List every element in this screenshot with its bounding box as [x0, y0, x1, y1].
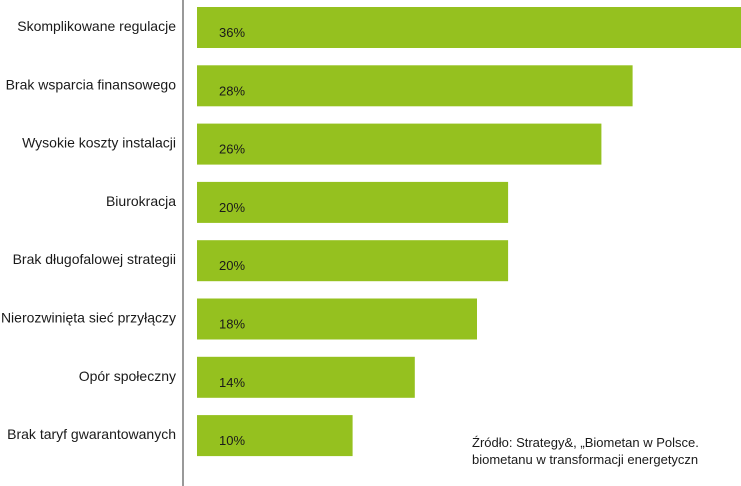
bar-7 [197, 415, 353, 457]
bar-value-label-0: 36% [219, 25, 245, 40]
bar-6 [197, 356, 415, 398]
bar-value-label-6: 14% [219, 375, 245, 390]
bar-value-label-2: 26% [219, 142, 245, 157]
bar-0 [197, 7, 741, 48]
bar-value-label-3: 20% [219, 200, 245, 215]
source-line-2: biometanu w transformacji energetyczn [472, 452, 699, 467]
bar-2 [197, 123, 602, 165]
source-note: Źródło: Strategy&, „Biometan w Polsce. b… [472, 434, 699, 468]
category-label-2: Wysokie koszty instalacji [22, 135, 176, 151]
bar-1 [197, 65, 633, 107]
bar-3 [197, 181, 509, 223]
category-label-6: Opór społeczny [79, 368, 176, 384]
bar-value-label-5: 18% [219, 317, 245, 332]
category-label-5: Nierozwinięta sieć przyłączy [1, 310, 176, 326]
bar-value-label-7: 10% [219, 433, 245, 448]
bar-value-label-1: 28% [219, 83, 245, 98]
bar-4 [197, 240, 509, 282]
source-line-1: Źródło: Strategy&, „Biometan w Polsce. [472, 435, 699, 450]
bar-value-label-4: 20% [219, 258, 245, 273]
category-label-7: Brak taryf gwarantowanych [7, 426, 176, 442]
category-label-4: Brak długofalowej strategii [13, 251, 176, 267]
bar-5 [197, 298, 477, 340]
category-label-3: Biurokracja [106, 193, 176, 209]
category-label-1: Brak wsparcia finansowego [6, 76, 177, 92]
category-label-0: Skomplikowane regulacje [17, 18, 176, 34]
